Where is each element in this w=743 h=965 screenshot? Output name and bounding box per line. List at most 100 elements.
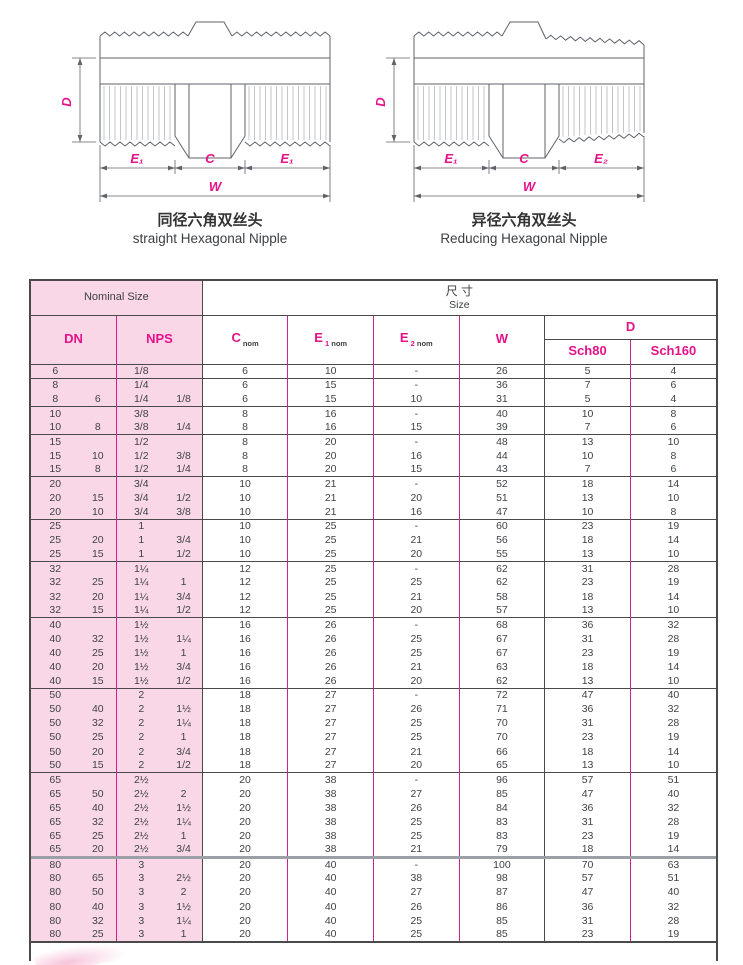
cell-d-sch160: 51 (629, 772, 716, 787)
cell-e2-nom: 26 (373, 800, 460, 815)
cell-e1-nom: 38 (287, 829, 374, 844)
cell-dn: 65 32 (31, 815, 117, 830)
cell-d-sch80: 31 (544, 560, 631, 576)
cell-e2-nom: 26 (373, 702, 460, 717)
cell-w: 26 (458, 363, 545, 379)
cell-w: 47 (458, 504, 545, 520)
cell-dn: 65 20 (31, 843, 117, 858)
dim-label-e-right: E₁ (280, 151, 293, 166)
cell-c-nom: 12 (201, 575, 288, 590)
cell-nps: 1/4 (116, 377, 203, 393)
cell-w: 55 (458, 547, 545, 562)
table-row: 50 15 2 1/2 18 27 20 65 13 10 (31, 758, 716, 773)
table-row: 10 3/8 8 16-40 10 8 (31, 405, 716, 421)
cell-nps: 1¼ 1/2 (116, 603, 203, 618)
cell-d-sch80: 31 (544, 716, 631, 731)
cell-e2-nom: 21 (373, 589, 460, 604)
table-row: 80 3 20 40-100 70 63 (31, 855, 716, 872)
cell-d-sch160: 8 (629, 504, 716, 520)
cell-d-sch80: 23 (544, 829, 631, 844)
cell-e2-nom: 25 (373, 927, 460, 943)
cell-e2-nom: - (373, 405, 460, 421)
cell-w: 85 (458, 913, 545, 928)
cell-e2-nom: - (373, 687, 460, 703)
cell-d-sch80: 36 (544, 899, 631, 914)
cell-w: 67 (458, 645, 545, 660)
cell-d-sch160: 32 (629, 800, 716, 815)
table-body: 6 1/8 6 10-26 5 4 8 1/4 6 15-36 7 6 8 6 1/4 1/8 6 15 10 31 5… (31, 363, 716, 943)
col-header-d: D (544, 315, 716, 340)
cell-w: 85 (458, 786, 545, 801)
cell-d-sch160: 19 (629, 645, 716, 660)
caption-en: straight Hexagonal Nipple (132, 230, 288, 246)
cell-e1-nom: 40 (287, 885, 374, 900)
cell-nps: 2 3/4 (116, 744, 203, 759)
cell-w: 44 (458, 448, 545, 463)
cell-c-nom: 20 (201, 885, 288, 900)
cell-d-sch80: 13 (544, 547, 631, 562)
table-row: 50 40 2 1½ 18 27 26 71 36 32 (31, 702, 716, 717)
table-row: 50 2 18 27-72 47 40 (31, 687, 716, 703)
table-row: 8 1/4 6 15-36 7 6 (31, 377, 716, 393)
cell-d-sch160: 28 (629, 815, 716, 830)
cell-d-sch160: 63 (629, 855, 716, 872)
table-row: 40 1½ 16 26-68 36 32 (31, 617, 716, 632)
cell-e1-nom: 38 (287, 843, 374, 858)
cell-d-sch160: 10 (629, 674, 716, 689)
cell-e1-nom: 25 (287, 547, 374, 562)
cell-e1-nom: 25 (287, 575, 374, 590)
cell-e2-nom: 21 (373, 843, 460, 858)
cell-d-sch160: 8 (629, 448, 716, 463)
cell-dn: 80 32 (31, 913, 117, 928)
cell-c-nom: 16 (201, 659, 288, 675)
reducing-nipple-caption: 异径六角双丝头 Reducing Hexagonal Nipple (369, 212, 679, 248)
cell-d-sch80: 23 (544, 645, 631, 660)
cell-nps: 3 1¼ (116, 913, 203, 928)
cell-w: 71 (458, 702, 545, 717)
table-row: 50 32 2 1¼ 18 27 25 70 31 28 (31, 716, 716, 731)
table-row: 65 32 2½ 1¼ 20 38 25 83 31 28 (31, 815, 716, 830)
cell-e1-nom: 27 (287, 730, 374, 745)
cell-dn: 32 20 (31, 589, 117, 604)
cell-nps: 2 (116, 687, 203, 703)
table-row: 15 8 1/2 1/4 8 20 15 43 7 6 (31, 462, 716, 477)
cell-e2-nom: - (373, 772, 460, 787)
cell-dn: 65 40 (31, 800, 117, 815)
cell-e1-nom: 20 (287, 433, 374, 449)
cell-d-sch160: 14 (629, 476, 716, 491)
cell-nps: 1¼ (116, 560, 203, 576)
cell-e1-nom: 25 (287, 533, 374, 548)
cell-d-sch80: 5 (544, 363, 631, 379)
caption-zh: 异径六角双丝头 (471, 212, 577, 229)
cell-c-nom: 12 (201, 603, 288, 618)
cell-c-nom: 8 (201, 433, 288, 449)
cell-d-sch80: 70 (544, 855, 631, 872)
cell-e2-nom: 16 (373, 448, 460, 463)
cell-c-nom: 16 (201, 631, 288, 646)
cell-d-sch160: 6 (629, 377, 716, 393)
cell-dn: 40 25 (31, 645, 117, 660)
cell-e2-nom: 20 (373, 674, 460, 689)
cell-d-sch80: 5 (544, 392, 631, 407)
cell-c-nom: 6 (201, 363, 288, 379)
cell-dn: 32 15 (31, 603, 117, 618)
cell-dn: 25 20 (31, 533, 117, 548)
cell-nps: 1¼ 3/4 (116, 589, 203, 604)
cell-e2-nom: 27 (373, 786, 460, 801)
cell-nps: 3/8 1/4 (116, 420, 203, 435)
cell-c-nom: 20 (201, 786, 288, 801)
cell-e1-nom: 25 (287, 518, 374, 534)
cell-dn: 80 (31, 855, 117, 872)
cell-c-nom: 18 (201, 716, 288, 731)
cell-w: 39 (458, 420, 545, 435)
cell-c-nom: 20 (201, 913, 288, 928)
cell-w: 58 (458, 589, 545, 604)
cell-w: 36 (458, 377, 545, 393)
cell-nps: 1 3/4 (116, 533, 203, 548)
cell-d-sch160: 14 (629, 589, 716, 604)
cell-d-sch160: 19 (629, 730, 716, 745)
cell-dn: 8 (31, 377, 117, 393)
